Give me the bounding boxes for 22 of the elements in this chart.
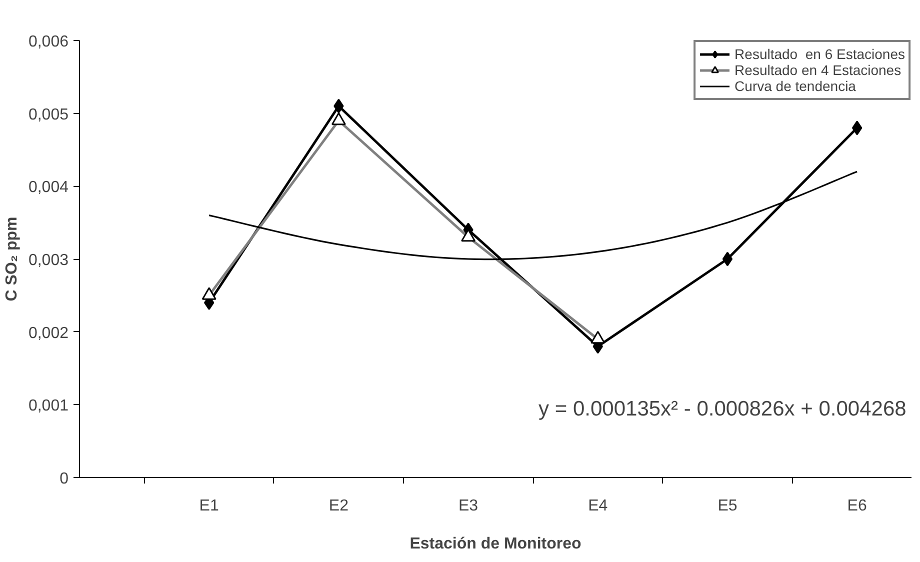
x-tick-label: E2 [328,498,349,514]
point [852,120,862,136]
point [334,98,344,114]
y-axis-title: C SO₂ ppm [3,216,20,302]
y-tick-label: 0,005 [28,106,69,124]
annotation: y = 0.000135x² - 0.000826x + 0.004268 [538,398,906,421]
x-tick-label: E5 [718,498,738,514]
x-tick-label: E3 [458,498,478,514]
y-tick-label: 0,002 [28,324,69,342]
legend-label: Resultado en 4 Estaciones [734,62,902,78]
legend-label: Resultado en 6 Estaciones [734,46,905,62]
x-axis-title: Estación de Monitoreo [410,536,582,552]
point [722,252,733,266]
x-tick-label: E1 [199,498,219,514]
y-tick-label: 0,006 [28,34,69,50]
x-tick-label: E6 [847,498,867,514]
y-tick-label: 0,003 [28,252,69,269]
legend-label: Curva de tendencia [734,78,856,94]
y-tick-label: 0,001 [28,398,69,415]
x-tick-label: E4 [588,498,608,514]
y-tick-label: 0 [60,470,69,488]
y-tick-label: 0,004 [28,179,69,196]
